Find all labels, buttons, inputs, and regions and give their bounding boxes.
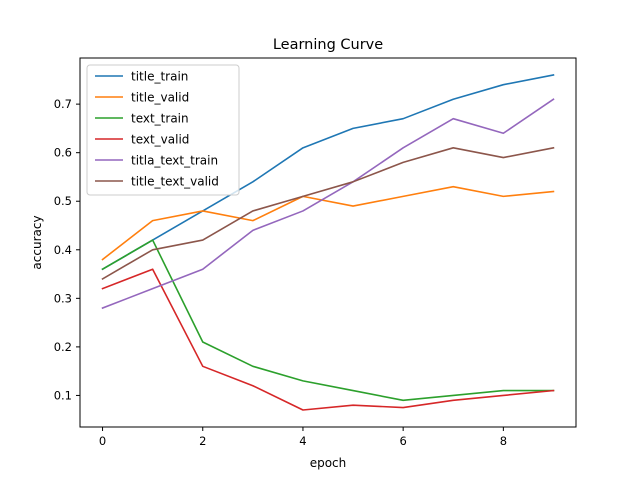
series-line-title-train bbox=[101, 74, 555, 271]
y-tick-label: 0.2 bbox=[54, 340, 72, 354]
y-tick-label: 0.7 bbox=[54, 97, 72, 111]
series-line-text-train bbox=[101, 239, 555, 402]
y-axis: 0.1 0.2 0.3 0.4 0.5 0.6 0.7 bbox=[54, 97, 80, 402]
plot-frame bbox=[79, 57, 577, 428]
legend-label: title_valid bbox=[131, 91, 189, 105]
x-axis: 0 2 4 6 8 bbox=[99, 427, 507, 448]
plot-area: 0 2 4 6 8 0.1 0.2 0.3 0.4 0.5 0.6 0.7 bbox=[54, 57, 577, 448]
x-axis-label: epoch bbox=[310, 456, 347, 470]
legend-label: text_valid bbox=[131, 133, 189, 147]
series-line-title-valid bbox=[101, 185, 555, 261]
legend: title_train title_valid text_train text_val… bbox=[86, 64, 240, 196]
x-tick-label: 2 bbox=[199, 434, 206, 448]
x-tick-label: 0 bbox=[99, 434, 106, 448]
legend-label: text_train bbox=[131, 112, 189, 126]
series-line-titla-text-train bbox=[101, 98, 555, 310]
y-axis-label: accuracy bbox=[30, 215, 44, 269]
series-line-title-text-valid bbox=[101, 146, 555, 281]
y-tick-label: 0.3 bbox=[54, 291, 72, 305]
chart-title: Learning Curve bbox=[273, 37, 383, 53]
legend-label: title_train bbox=[131, 70, 188, 84]
legend-label: titla_text_train bbox=[131, 154, 218, 168]
legend-box bbox=[86, 64, 240, 196]
y-tick-label: 0.4 bbox=[54, 243, 72, 257]
y-tick-label: 0.5 bbox=[54, 194, 72, 208]
x-tick-label: 4 bbox=[299, 434, 306, 448]
y-tick-label: 0.1 bbox=[54, 388, 72, 402]
series-line-text-valid bbox=[101, 268, 555, 411]
x-tick-label: 6 bbox=[399, 434, 406, 448]
series-lines bbox=[101, 74, 555, 411]
legend-label: title_text_valid bbox=[131, 175, 219, 189]
x-tick-label: 8 bbox=[500, 434, 507, 448]
y-tick-label: 0.6 bbox=[54, 146, 72, 160]
